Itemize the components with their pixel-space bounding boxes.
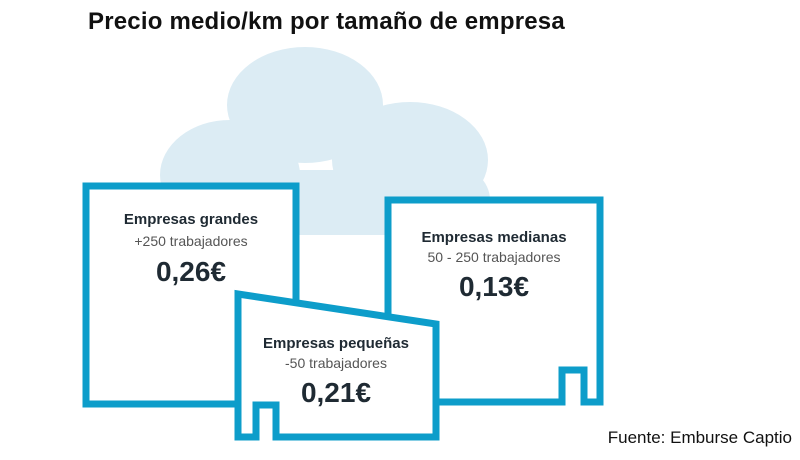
- chart-title: Precio medio/km por tamaño de empresa: [88, 8, 565, 35]
- bar-sublabel-grandes: +250 trabajadores: [134, 233, 247, 249]
- bar-sublabel-pequenas: -50 trabajadores: [285, 355, 387, 371]
- bar-label-grandes: Empresas grandes: [124, 211, 258, 228]
- bar-empresas-pequenas: Empresas pequeñas -50 trabajadores 0,21€: [234, 289, 440, 441]
- bar-label-medianas: Empresas medianas: [421, 229, 566, 246]
- bar-empresas-medianas: Empresas medianas 50 - 250 trabajadores …: [384, 196, 604, 406]
- data-label-medianas: 0,13€: [459, 271, 529, 302]
- source-note: Fuente: Emburse Captio: [607, 428, 792, 447]
- bar-label-pequenas: Empresas pequeñas: [263, 335, 409, 352]
- bar-sublabel-medianas: 50 - 250 trabajadores: [427, 249, 560, 265]
- data-label-pequenas: 0,21€: [301, 377, 371, 408]
- data-label-grandes: 0,26€: [156, 256, 226, 287]
